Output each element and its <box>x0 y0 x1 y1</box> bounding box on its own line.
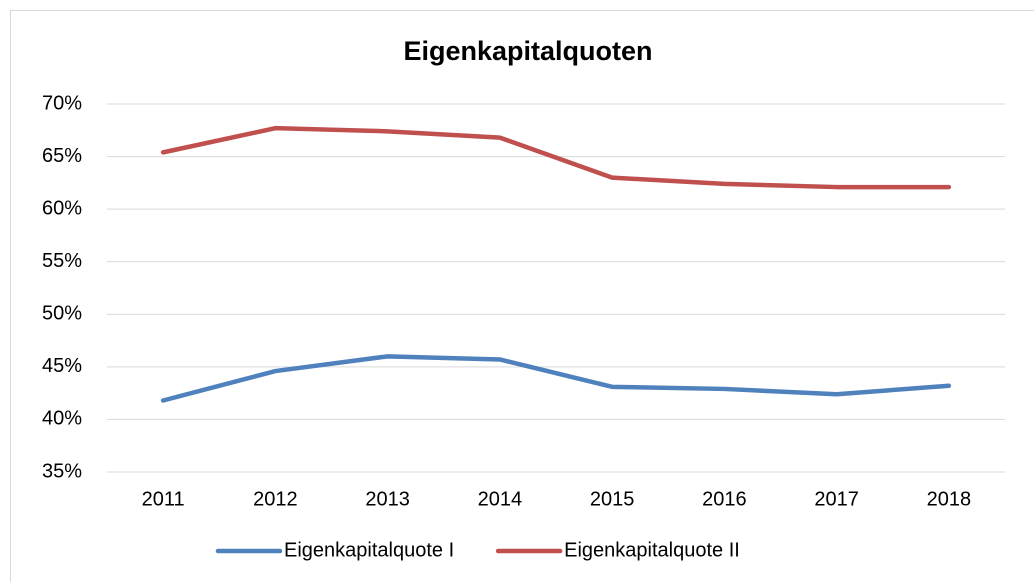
series-line <box>160 125 952 190</box>
x-tick-label: 2017 <box>814 488 859 510</box>
x-tick-label: 2013 <box>365 488 410 510</box>
y-tick-label: 65% <box>42 145 82 167</box>
x-tick-label: 2015 <box>590 488 635 510</box>
chart-border <box>10 10 1034 582</box>
x-tick-label: 2018 <box>927 488 972 510</box>
y-tick-label: 45% <box>42 355 82 377</box>
y-tick-label: 35% <box>42 460 82 482</box>
y-tick-label: 55% <box>42 250 82 272</box>
y-tick-label: 70% <box>42 92 82 114</box>
series-line <box>160 354 952 403</box>
x-tick-label: 2014 <box>478 488 523 510</box>
legend-label: Eigenkapitalquote II <box>564 539 740 561</box>
y-tick-label: 60% <box>42 197 82 219</box>
x-tick-label: 2011 <box>142 488 185 510</box>
chart-title: Eigenkapitalquoten <box>403 36 652 66</box>
x-tick-label: 2016 <box>702 488 747 510</box>
legend-label: Eigenkapitalquote I <box>284 539 454 561</box>
y-tick-label: 40% <box>42 408 82 430</box>
x-tick-label: 2012 <box>253 488 298 510</box>
y-tick-label: 50% <box>42 303 82 325</box>
